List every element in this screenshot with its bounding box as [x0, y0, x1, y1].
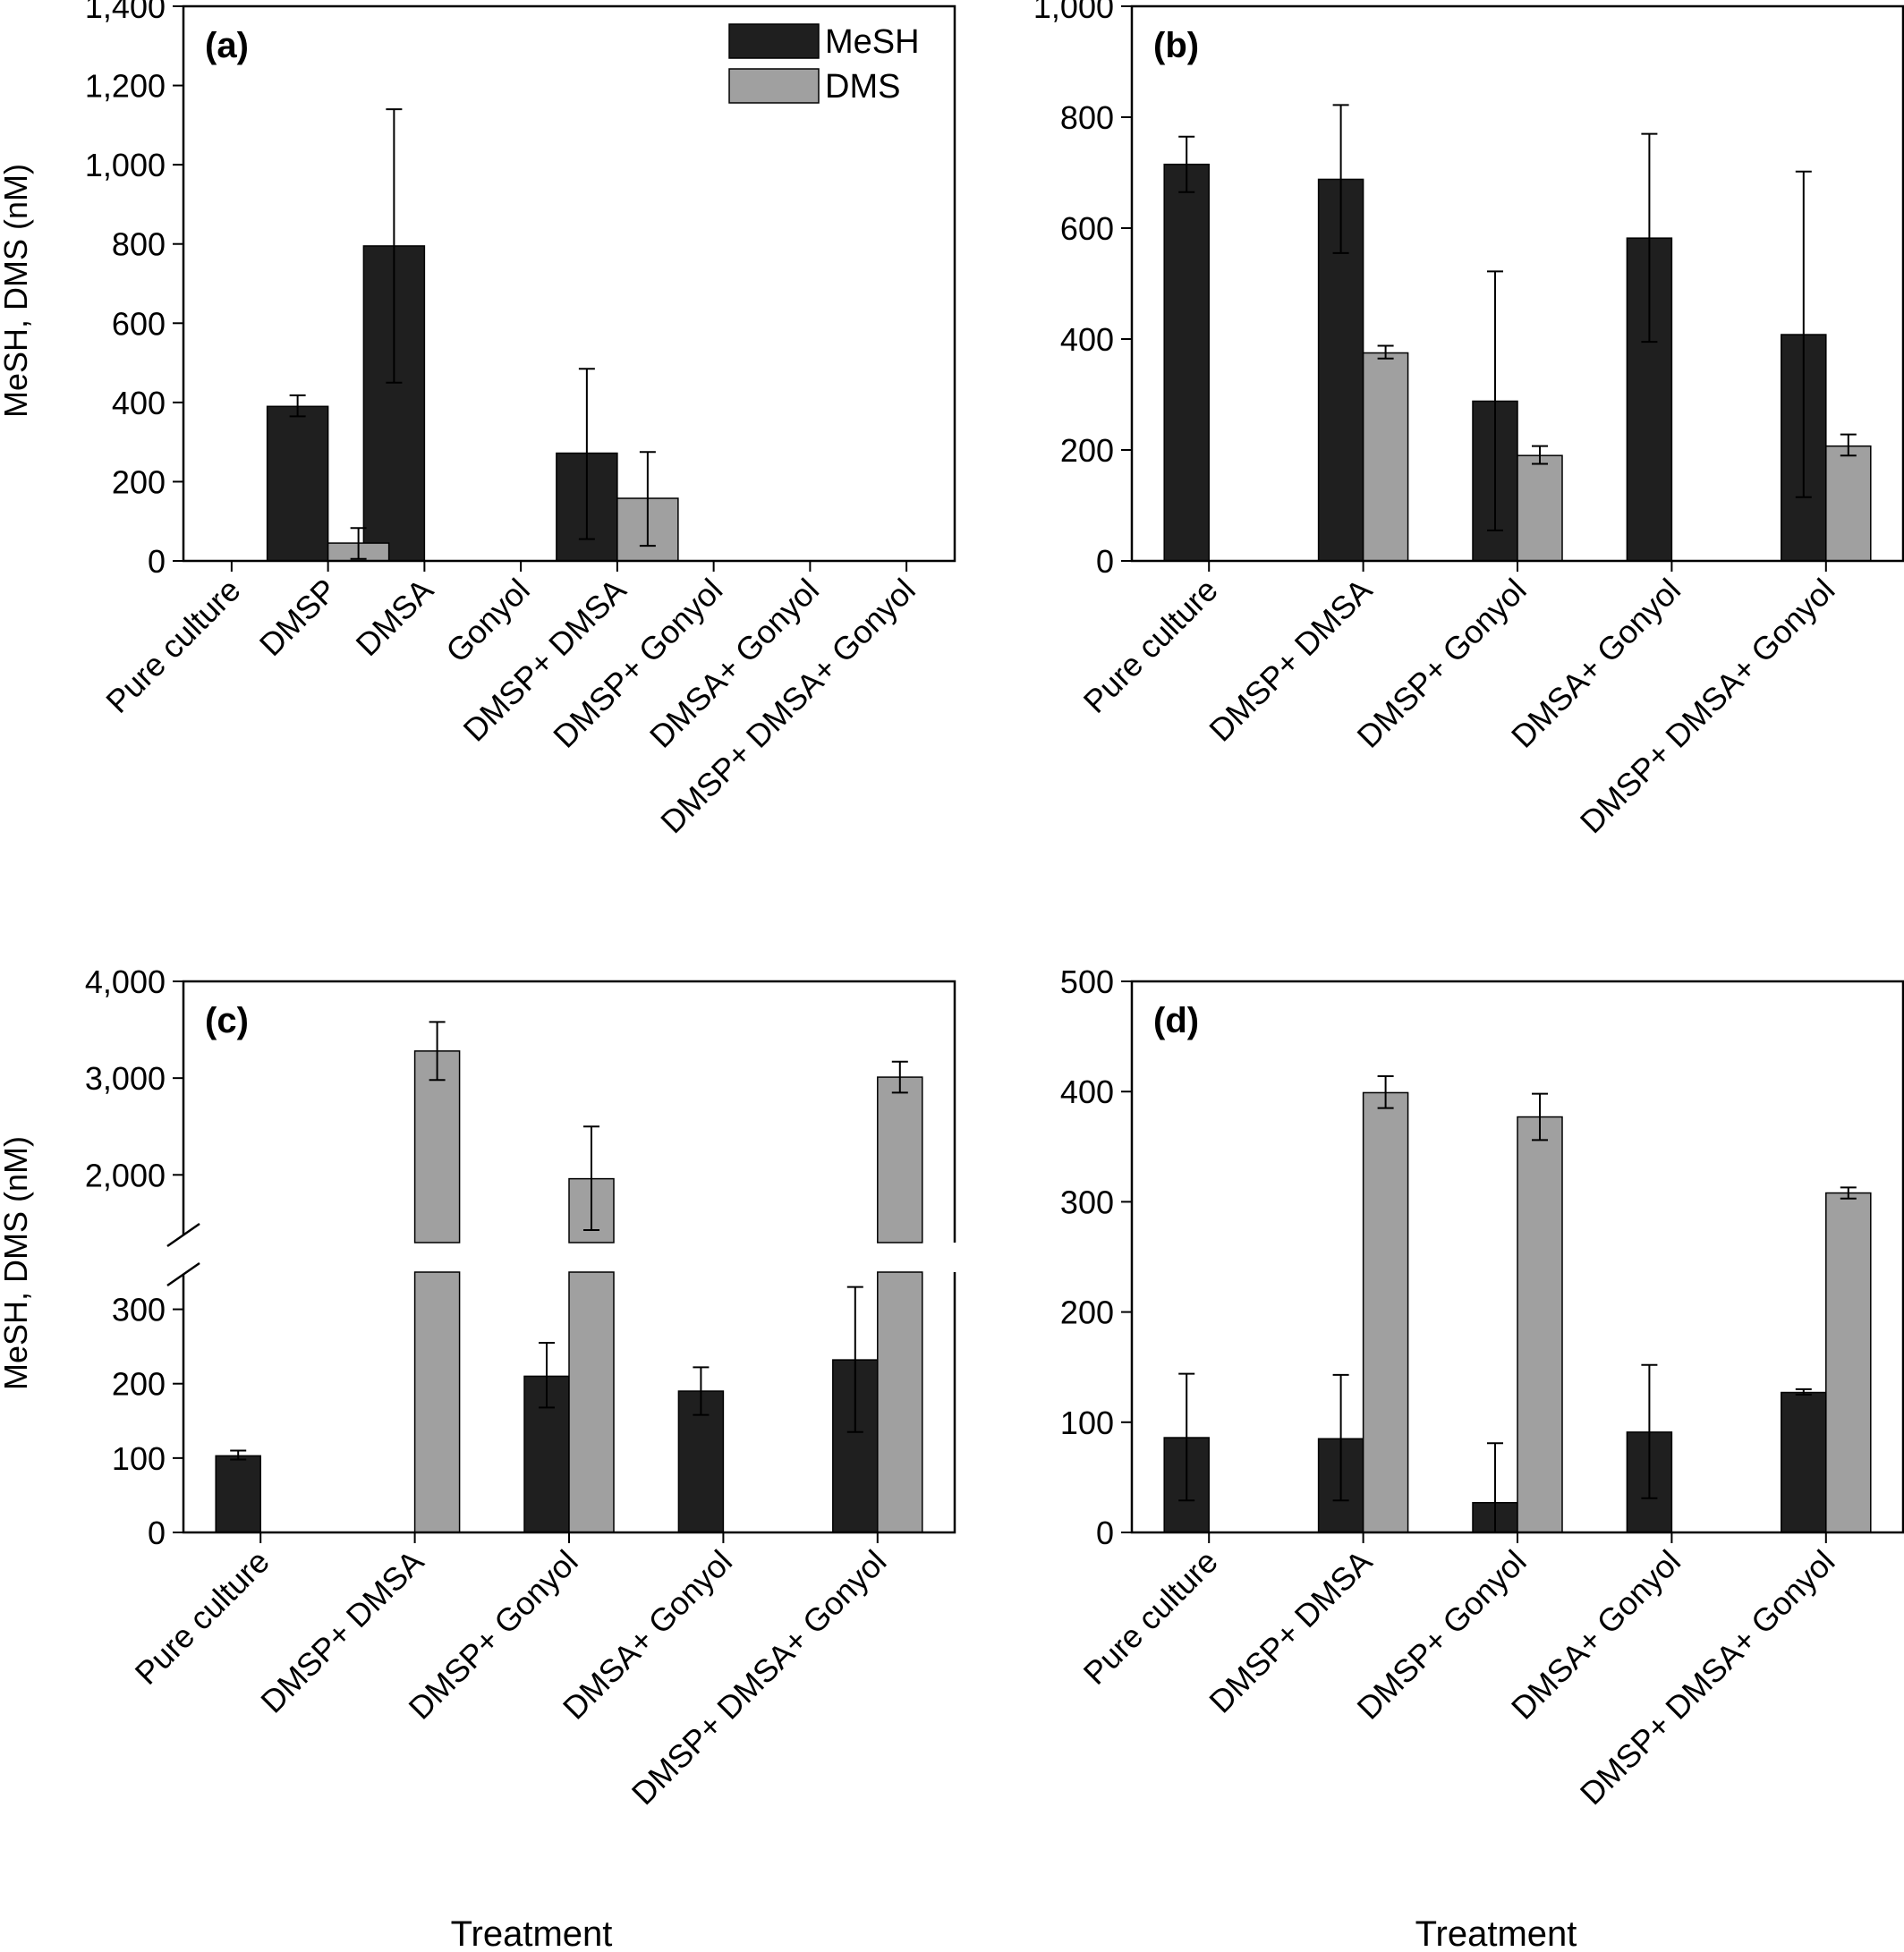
panel-label: (d): [1153, 1001, 1199, 1040]
axis-break-mark-upper: [166, 1222, 200, 1248]
y-tick-label: 800: [112, 226, 166, 263]
bar-mesh: [266, 405, 329, 562]
bar-dms-lower: [568, 1271, 615, 1533]
y-tick-label: 400: [112, 385, 166, 421]
y-tick-label: 0: [148, 543, 166, 580]
y-axis-label-top: MeSH, DMS (nM): [0, 164, 34, 418]
y-tick-label: 0: [1096, 1515, 1114, 1551]
x-axis-label-left: Treatment: [451, 1914, 613, 1952]
y-tick-label: 200: [112, 463, 166, 500]
y-tick-label: 0: [1096, 543, 1114, 580]
y-tick-label: 600: [112, 305, 166, 342]
legend-label-dms: DMS: [825, 68, 900, 106]
bar-dms-lower: [877, 1271, 923, 1533]
bar-dms-upper: [413, 1050, 461, 1243]
bar-dms: [1517, 454, 1563, 562]
bar-dms: [1517, 1116, 1563, 1533]
bar-dms-upper: [877, 1076, 923, 1243]
y-tick-label: 800: [1060, 99, 1114, 136]
plot-frame-upper: [182, 980, 956, 1243]
y-tick-label: 200: [1060, 1294, 1114, 1331]
bar-dms: [1825, 1192, 1872, 1533]
bar-dms: [1362, 352, 1409, 562]
y-tick-label: 100: [1060, 1405, 1114, 1441]
y-tick-label: 1,400: [85, 0, 166, 25]
y-tick-label: 400: [1060, 321, 1114, 358]
axis-break-mark-lower: [166, 1261, 200, 1287]
y-tick-label: 3,000: [85, 1060, 166, 1097]
y-tick-label: 1,200: [85, 68, 166, 105]
plot-frame: [182, 4, 956, 563]
y-tick-label: 300: [112, 1292, 166, 1328]
legend-swatch-dms: [728, 68, 820, 104]
panel-label: (a): [205, 26, 249, 65]
legend-label-mesh: MeSH: [825, 23, 920, 61]
y-tick-label: 100: [112, 1440, 166, 1477]
legend-swatch-mesh: [728, 23, 820, 59]
y-tick-label: 1,000: [1033, 0, 1114, 25]
bar-dms: [1825, 445, 1872, 562]
y-tick-label: 0: [148, 1515, 166, 1551]
y-tick-label: 200: [112, 1366, 166, 1403]
y-tick-label: 1,000: [85, 147, 166, 183]
y-tick-label: 200: [1060, 432, 1114, 469]
y-axis-label-bottom: MeSH, DMS (nM): [0, 1136, 34, 1390]
bar-dms-lower: [413, 1271, 461, 1533]
panel-label: (b): [1153, 26, 1199, 65]
panel-label: (c): [205, 1001, 249, 1040]
bar-mesh: [215, 1455, 261, 1533]
y-tick-label: 500: [1060, 963, 1114, 1000]
y-tick-label: 400: [1060, 1074, 1114, 1110]
bar-mesh: [1781, 1391, 1827, 1533]
y-tick-label: 4,000: [85, 963, 166, 1000]
y-tick-label: 600: [1060, 210, 1114, 247]
x-axis-label-right: Treatment: [1415, 1914, 1577, 1952]
bar-dms: [1362, 1091, 1409, 1533]
bar-mesh: [1163, 163, 1210, 562]
y-tick-label: 300: [1060, 1184, 1114, 1220]
y-tick-label: 2,000: [85, 1157, 166, 1193]
